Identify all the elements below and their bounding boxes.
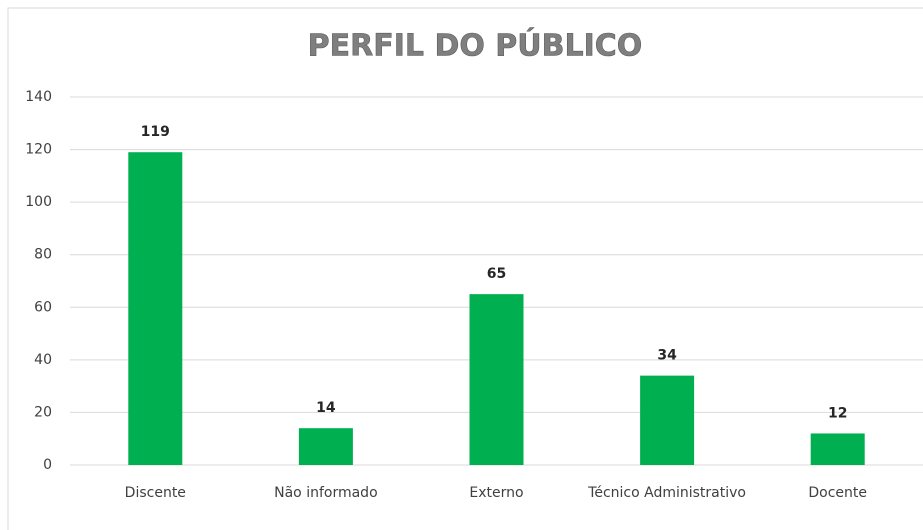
x-tick-label: Não informado <box>274 485 378 501</box>
y-tick-label: 140 <box>25 89 52 105</box>
x-tick-label: Externo <box>469 485 524 501</box>
x-tick-label: Discente <box>124 485 186 501</box>
chart-title: PERFIL DO PÚBLICO <box>308 27 643 64</box>
data-label: 65 <box>487 266 506 282</box>
y-tick-label: 120 <box>25 142 52 158</box>
x-tick-label: Docente <box>808 485 867 501</box>
y-tick-label: 80 <box>34 247 52 263</box>
data-label: 14 <box>316 400 336 416</box>
bar <box>469 294 524 465</box>
y-tick-label: 60 <box>34 299 52 315</box>
bar <box>810 433 865 465</box>
bar <box>128 152 183 465</box>
y-tick-label: 100 <box>25 194 52 210</box>
x-tick-label: Técnico Administrativo <box>588 485 746 501</box>
data-label: 12 <box>828 405 847 421</box>
data-label: 119 <box>141 124 170 140</box>
y-tick-label: 40 <box>34 352 52 368</box>
bar <box>640 375 695 465</box>
y-tick-label: 20 <box>34 404 52 420</box>
chart-border <box>7 7 923 530</box>
data-label: 34 <box>657 348 677 364</box>
y-tick-label: 0 <box>43 457 52 473</box>
bar <box>298 428 353 465</box>
